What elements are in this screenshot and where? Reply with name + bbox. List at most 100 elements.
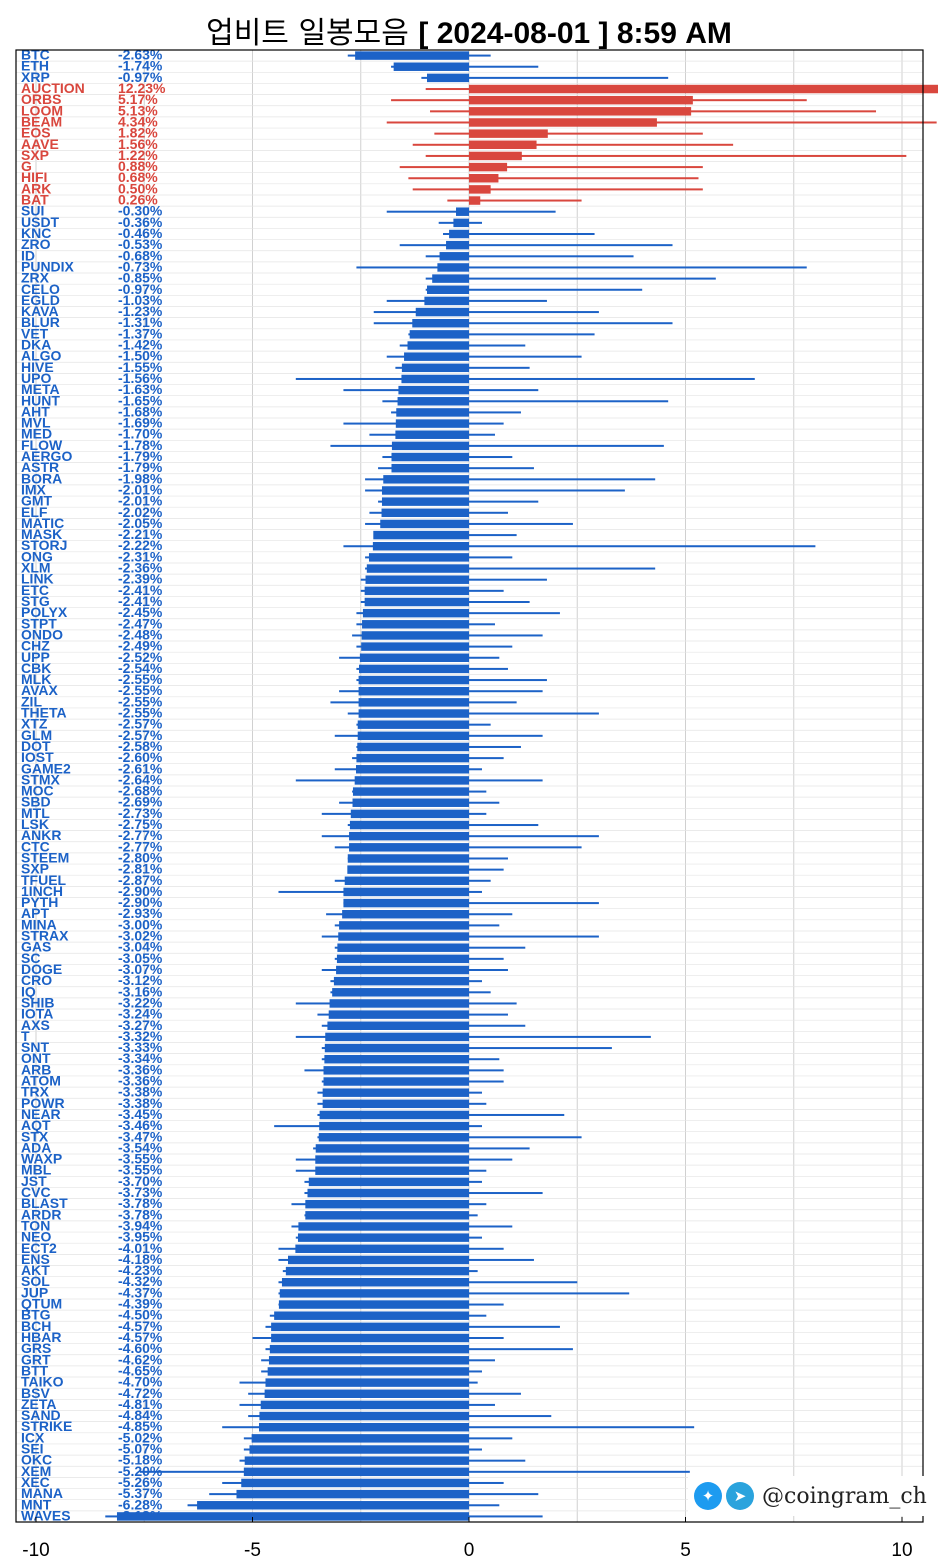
category-label: ONDO xyxy=(21,626,63,642)
category-label: EOS xyxy=(21,125,51,141)
value-label: -4.32% xyxy=(118,1273,163,1289)
bar xyxy=(285,1266,469,1276)
category-label: GAME2 xyxy=(21,760,71,776)
category-label: SEI xyxy=(21,1441,44,1457)
value-label: -3.46% xyxy=(118,1117,163,1133)
category-label: STRIKE xyxy=(21,1418,72,1434)
grid xyxy=(16,49,923,1523)
category-label: CRO xyxy=(21,972,52,988)
range-line xyxy=(386,121,937,124)
value-label: -4.65% xyxy=(118,1362,163,1378)
value-label: 1.82% xyxy=(118,125,158,141)
category-label: ELF xyxy=(21,504,48,520)
bar xyxy=(358,686,469,696)
category-label: ADA xyxy=(21,1139,51,1155)
bar xyxy=(328,1010,469,1019)
category-label: ENS xyxy=(21,1251,50,1267)
category-label: SAND xyxy=(21,1407,61,1423)
value-label: -2.21% xyxy=(118,526,163,542)
category-label: UPP xyxy=(21,649,50,665)
value-label: -4.39% xyxy=(118,1296,163,1312)
range-line xyxy=(295,377,755,380)
bar xyxy=(364,586,469,596)
bar xyxy=(343,898,469,908)
value-label: -3.27% xyxy=(118,1017,163,1033)
category-label: SOL xyxy=(21,1273,50,1289)
category-label: ASTR xyxy=(21,459,59,475)
value-label: -0.97% xyxy=(118,69,163,85)
bar xyxy=(279,1289,469,1298)
bar xyxy=(358,675,469,685)
value-label: -3.47% xyxy=(118,1128,163,1144)
bar xyxy=(469,162,508,172)
value-label: -3.00% xyxy=(118,916,163,932)
category-label: STX xyxy=(21,1128,49,1144)
category-label: AVAX xyxy=(21,682,58,698)
bar xyxy=(381,497,469,506)
category-label: ICX xyxy=(21,1429,45,1445)
value-label: -1.23% xyxy=(118,303,163,319)
category-label: XTZ xyxy=(21,716,48,732)
value-label: -3.02% xyxy=(118,928,163,944)
value-label: -5.02% xyxy=(118,1429,163,1445)
bar xyxy=(359,653,469,662)
category-label: ZRO xyxy=(21,236,51,252)
value-label: -4.57% xyxy=(118,1329,163,1345)
bar xyxy=(366,564,469,573)
twitter-icon: ✦ xyxy=(694,1482,722,1510)
value-label: -5.37% xyxy=(118,1485,163,1501)
bar xyxy=(288,1255,469,1265)
bar xyxy=(407,341,469,350)
range-line xyxy=(343,545,816,548)
watermark: ✦ ➤ @coingram_ch xyxy=(688,1476,933,1516)
bar xyxy=(469,140,537,150)
bar xyxy=(426,285,469,294)
value-label: -0.36% xyxy=(118,214,163,230)
bar xyxy=(449,229,469,239)
value-label: -1.42% xyxy=(118,337,163,353)
category-label: MLK xyxy=(21,671,51,687)
bar xyxy=(391,463,469,473)
value-label: -4.81% xyxy=(118,1396,163,1412)
bar xyxy=(343,887,469,897)
category-label: STPT xyxy=(21,615,57,631)
category-label: ALGO xyxy=(21,348,62,364)
bar xyxy=(264,1389,469,1398)
bar xyxy=(274,1311,469,1320)
bar xyxy=(271,1322,469,1332)
watermark-handle: @coingram_ch xyxy=(762,1483,927,1509)
value-label: -2.77% xyxy=(118,827,163,843)
range-line xyxy=(443,233,595,235)
value-label: -8.13% xyxy=(118,1507,163,1523)
bar xyxy=(327,1021,469,1030)
bar xyxy=(305,1199,469,1209)
value-label: -3.32% xyxy=(118,1028,163,1044)
value-label: -2.73% xyxy=(118,805,163,821)
category-label: POWR xyxy=(21,1095,65,1111)
category-label: CTC xyxy=(21,838,50,854)
value-label: -0.85% xyxy=(118,270,163,286)
range-line xyxy=(295,1035,651,1038)
value-label: -4.18% xyxy=(118,1251,163,1267)
value-label: -3.38% xyxy=(118,1095,163,1111)
chart-title: 업비트 일봉모음 [ 2024-08-01 ] 8:59 AM xyxy=(0,8,938,52)
bar xyxy=(338,932,469,941)
value-label: -4.62% xyxy=(118,1351,163,1367)
bar xyxy=(243,1467,469,1477)
value-label: -2.55% xyxy=(118,705,163,721)
bar xyxy=(469,84,938,94)
value-label: -1.50% xyxy=(118,348,163,364)
category-label: MANA xyxy=(21,1485,63,1501)
bar xyxy=(469,151,522,161)
category-label: WAXP xyxy=(21,1151,62,1167)
category-label: G xyxy=(21,158,32,174)
category-label: GAS xyxy=(21,939,51,955)
bar xyxy=(244,1456,469,1465)
value-label: -1.56% xyxy=(118,370,163,386)
category-label: ARDR xyxy=(21,1206,61,1222)
category-label: ZETA xyxy=(21,1396,57,1412)
category-label: XRP xyxy=(21,69,50,85)
value-label: -0.97% xyxy=(118,281,163,297)
bar xyxy=(349,843,469,852)
